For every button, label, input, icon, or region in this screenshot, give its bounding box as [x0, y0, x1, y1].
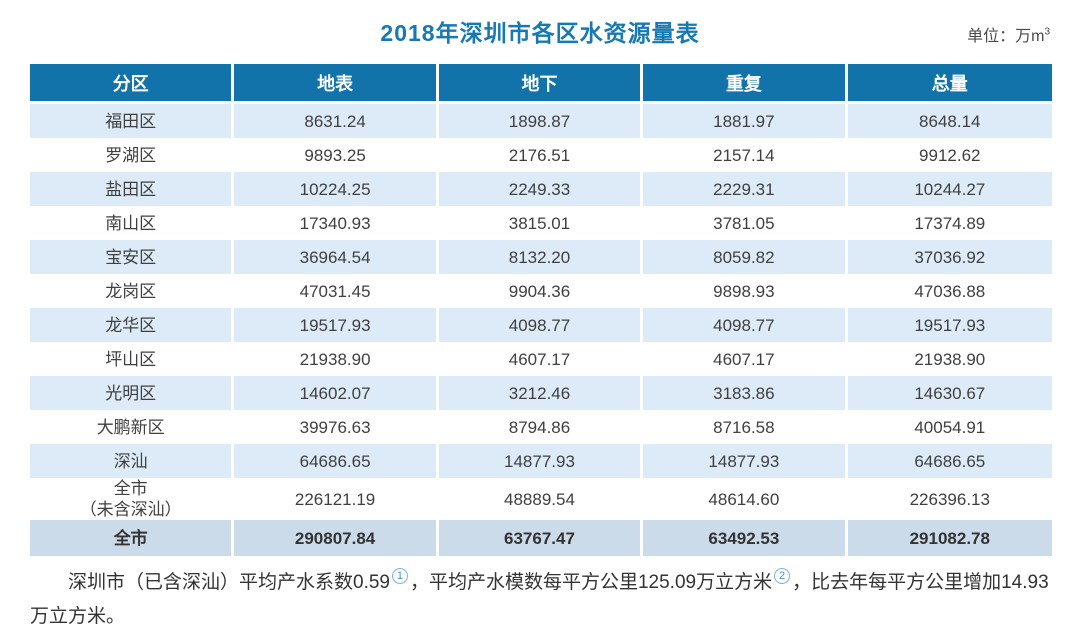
cell-overlap: 4098.77 — [643, 308, 848, 342]
cell-surface: 47031.45 — [234, 274, 439, 308]
cell-overlap: 14877.93 — [643, 444, 848, 478]
cell-overlap: 2157.14 — [643, 138, 848, 172]
footnote-part3: ，比去年每平方公里增加14.93万立方米。 — [30, 572, 1049, 627]
cell-surface: 17340.93 — [234, 206, 439, 240]
cell-surface: 19517.93 — [234, 308, 439, 342]
cell-total: 37036.92 — [847, 240, 1052, 274]
cell-district: 全市 — [30, 520, 235, 556]
cell-district: 龙岗区 — [30, 274, 235, 308]
table-row: 盐田区 10224.25 2249.33 2229.31 10244.27 — [30, 172, 1052, 206]
cell-surface: 226121.19 — [234, 478, 439, 520]
cell-underground: 48889.54 — [438, 478, 644, 520]
footnote-part1: 深圳市（已含深汕）平均产水系数0.59 — [68, 572, 390, 593]
cell-overlap: 3781.05 — [643, 206, 848, 240]
cell-surface: 9893.25 — [234, 138, 439, 172]
cell-total: 226396.13 — [847, 478, 1052, 520]
table-row: 宝安区 36964.54 8132.20 8059.82 37036.92 — [30, 240, 1052, 274]
cell-total: 17374.89 — [847, 206, 1052, 240]
cell-surface: 290807.84 — [234, 520, 439, 556]
cell-underground: 2249.33 — [438, 172, 644, 206]
cell-overlap: 2229.31 — [643, 172, 848, 206]
table-row: 深汕 64686.65 14877.93 14877.93 64686.65 — [30, 444, 1052, 478]
cell-total: 19517.93 — [847, 308, 1052, 342]
cell-underground: 2176.51 — [438, 138, 644, 172]
cell-underground: 1898.87 — [438, 104, 644, 138]
cell-district: 大鹏新区 — [30, 410, 235, 444]
cell-total: 9912.62 — [847, 138, 1052, 172]
total-row: 全市 290807.84 63767.47 63492.53 291082.78 — [30, 520, 1052, 556]
table-row: 龙岗区 47031.45 9904.36 9898.93 47036.88 — [30, 274, 1052, 308]
cell-overlap: 9898.93 — [643, 274, 848, 308]
cell-district: 盐田区 — [30, 172, 235, 206]
unit-exponent: 3 — [1044, 26, 1050, 38]
cell-surface: 10224.25 — [234, 172, 439, 206]
cell-underground: 3212.46 — [438, 376, 644, 410]
cell-total: 47036.88 — [847, 274, 1052, 308]
table-row: 龙华区 19517.93 4098.77 4098.77 19517.93 — [30, 308, 1052, 342]
cell-total: 21938.90 — [847, 342, 1052, 376]
cell-underground: 14877.93 — [438, 444, 644, 478]
table-header: 分区 地表 地下 重复 总量 — [30, 64, 1052, 104]
table-row: 南山区 17340.93 3815.01 3781.05 17374.89 — [30, 206, 1052, 240]
table-footer: 全市 290807.84 63767.47 63492.53 291082.78 — [30, 520, 1052, 556]
table-body: 福田区 8631.24 1898.87 1881.97 8648.14 罗湖区 9893.2… — [30, 104, 1052, 520]
cell-overlap: 8059.82 — [643, 240, 848, 274]
cell-underground: 9904.36 — [438, 274, 644, 308]
cell-district: 宝安区 — [30, 240, 235, 274]
unit-label: 单位：万m3 — [967, 22, 1050, 46]
cell-underground: 8794.86 — [438, 410, 644, 444]
cell-overlap: 4607.17 — [643, 342, 848, 376]
footnote-ref-1: 1 — [391, 568, 408, 584]
table-row: 大鹏新区 39976.63 8794.86 8716.58 40054.91 — [30, 410, 1052, 444]
cell-underground: 8132.20 — [438, 240, 644, 274]
cell-total: 64686.65 — [847, 444, 1052, 478]
table-row: 光明区 14602.07 3212.46 3183.86 14630.67 — [30, 376, 1052, 410]
cell-total: 10244.27 — [847, 172, 1052, 206]
cell-total: 8648.14 — [847, 104, 1052, 138]
cell-district: 坪山区 — [30, 342, 235, 376]
footnote-part2: ，平均产水模数每平方公里125.09万立方米 — [409, 572, 773, 593]
header-row: 分区 地表 地下 重复 总量 — [30, 64, 1052, 104]
footnote: 深圳市（已含深汕）平均产水系数0.59 1 ，平均产水模数每平方公里125.09万立… — [30, 566, 1052, 634]
cell-surface: 21938.90 — [234, 342, 439, 376]
cell-district: 光明区 — [30, 376, 235, 410]
table-row: 全市 （未含深汕） 226121.19 48889.54 48614.60 226396… — [30, 478, 1052, 520]
col-header-surface: 地表 — [234, 64, 439, 104]
cell-district: 深汕 — [30, 444, 235, 478]
col-header-total: 总量 — [847, 64, 1052, 104]
cell-surface: 14602.07 — [234, 376, 439, 410]
col-header-underground: 地下 — [438, 64, 644, 104]
water-resources-table: 分区 地表 地下 重复 总量 福田区 8631.24 1898.87 1881.97 8… — [30, 64, 1052, 556]
cell-total: 40054.91 — [847, 410, 1052, 444]
cell-district: 福田区 — [30, 104, 235, 138]
cell-overlap: 8716.58 — [643, 410, 848, 444]
cell-district: 罗湖区 — [30, 138, 235, 172]
cell-total: 291082.78 — [847, 520, 1052, 556]
cell-underground: 63767.47 — [438, 520, 644, 556]
cell-underground: 4098.77 — [438, 308, 644, 342]
cell-overlap: 1881.97 — [643, 104, 848, 138]
table-row: 福田区 8631.24 1898.87 1881.97 8648.14 — [30, 104, 1052, 138]
table-row: 罗湖区 9893.25 2176.51 2157.14 9912.62 — [30, 138, 1052, 172]
cell-overlap: 3183.86 — [643, 376, 848, 410]
table-row: 坪山区 21938.90 4607.17 4607.17 21938.90 — [30, 342, 1052, 376]
cell-district: 全市 （未含深汕） — [30, 478, 235, 520]
cell-overlap: 63492.53 — [643, 520, 848, 556]
cell-overlap: 48614.60 — [643, 478, 848, 520]
cell-district: 龙华区 — [30, 308, 235, 342]
cell-total: 14630.67 — [847, 376, 1052, 410]
cell-surface: 39976.63 — [234, 410, 439, 444]
cell-underground: 4607.17 — [438, 342, 644, 376]
table-title: 2018年深圳市各区水资源量表 — [380, 20, 700, 46]
cell-surface: 36964.54 — [234, 240, 439, 274]
cell-surface: 8631.24 — [234, 104, 439, 138]
col-header-district: 分区 — [30, 64, 235, 104]
col-header-overlap: 重复 — [643, 64, 848, 104]
cell-underground: 3815.01 — [438, 206, 644, 240]
cell-surface: 64686.65 — [234, 444, 439, 478]
footnote-ref-2: 2 — [774, 568, 791, 584]
cell-district: 南山区 — [30, 206, 235, 240]
unit-text: 单位：万m — [967, 28, 1045, 45]
